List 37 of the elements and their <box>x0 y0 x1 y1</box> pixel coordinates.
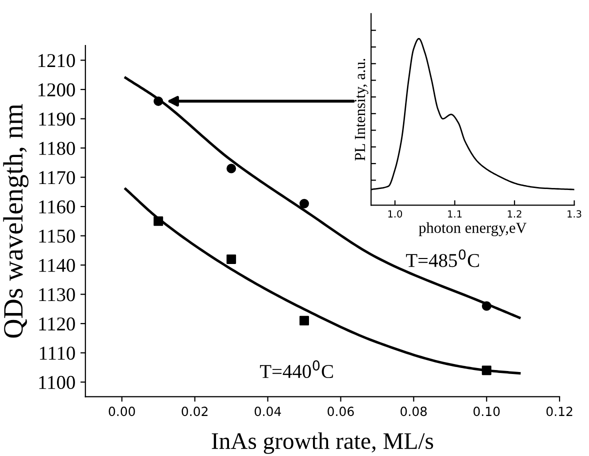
x-tick-label: 0.06 <box>328 406 354 416</box>
y-axis-title: PL Intensity, a.u. <box>354 58 368 161</box>
x-tick-label: 0.10 <box>474 406 500 416</box>
point <box>299 198 309 208</box>
x-axis-title: photon energy,eV <box>418 222 527 236</box>
y-tick-label: 1100 <box>39 376 75 390</box>
y-tick-label: 1190 <box>39 112 75 126</box>
point <box>226 254 236 264</box>
x-tick-label: 0.00 <box>108 406 135 416</box>
annotation: T=485$^{0}$C <box>406 249 479 268</box>
y-tick-label: 1110 <box>40 346 75 360</box>
x-tick-label: 0.12 <box>546 406 572 416</box>
x-tick-label: 0.02 <box>182 406 208 416</box>
y-tick-label: 1210 <box>38 54 75 68</box>
point <box>154 216 164 226</box>
point <box>482 366 492 376</box>
x-tick-label: 0.04 <box>254 406 281 416</box>
x-tick-label: 1.2 <box>508 210 522 218</box>
x-axis-title: InAs growth rate, ML/s <box>212 432 434 454</box>
x-tick-label: 1.0 <box>388 210 402 218</box>
x-tick-label: 1.3 <box>568 210 582 218</box>
y-tick-label: 1140 <box>39 258 75 272</box>
point <box>482 301 492 311</box>
y-axis-title: QDs wavelength, nm <box>3 104 28 338</box>
point <box>154 96 164 106</box>
point <box>226 164 236 174</box>
y-tick-label: 1130 <box>39 288 75 302</box>
y-tick-label: 1150 <box>39 230 75 243</box>
y-tick-label: 1170 <box>39 171 75 184</box>
annotation: T=440$^{0}$C <box>260 360 333 378</box>
point <box>299 316 309 326</box>
y-tick-label: 1180 <box>39 142 75 155</box>
y-tick-label: 1200 <box>38 83 75 96</box>
x-tick-label: 0.08 <box>400 406 427 416</box>
y-tick-label: 1160 <box>39 200 75 214</box>
x-tick-label: 1.1 <box>448 210 462 218</box>
y-tick-label: 1120 <box>39 317 75 331</box>
